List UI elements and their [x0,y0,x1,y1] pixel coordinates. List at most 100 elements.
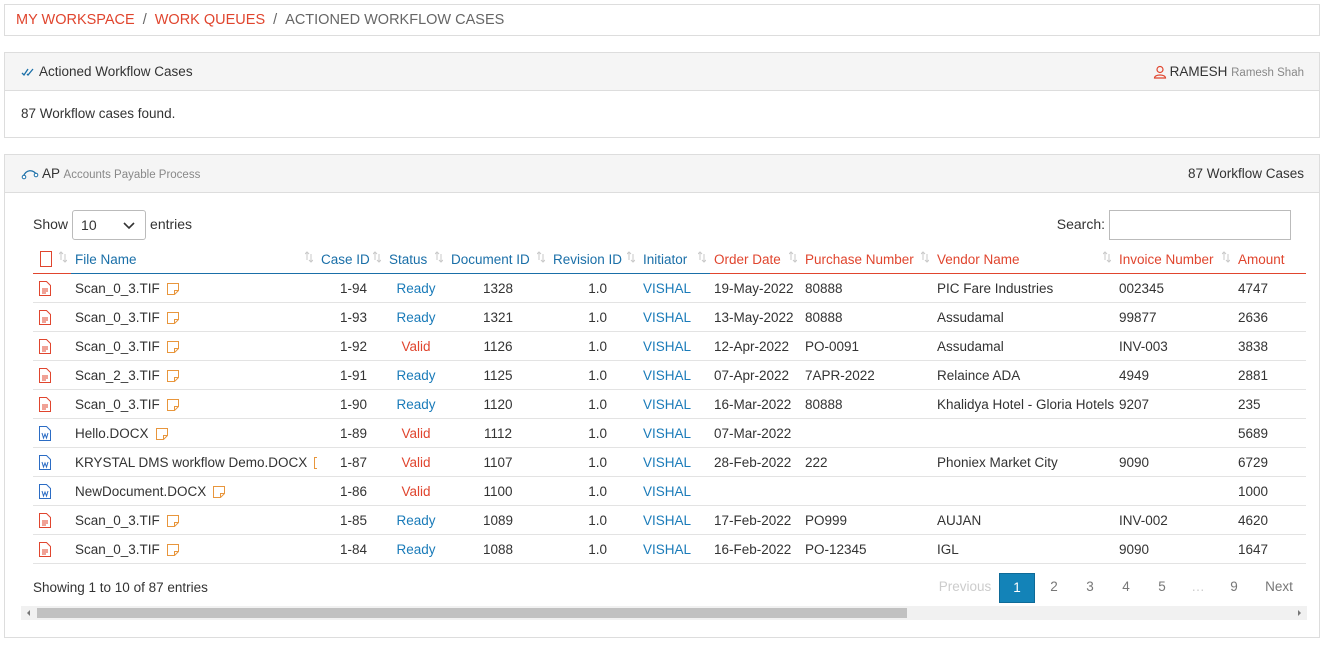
case-row[interactable]: Scan_2_3.TIF 1-91 Ready 1125 1.0 VISHAL 07-Apr… [33,360,1306,390]
header-row: File Name Case ID Status Document ID Revisio… [33,245,1306,274]
panel-title: Actioned Workflow Cases [39,64,193,79]
checkbox-box [40,251,52,268]
note-icon[interactable] [166,398,179,411]
column-header[interactable]: Invoice Number [1115,245,1234,274]
file-icon-cell [33,534,71,564]
file-name[interactable]: Hello.DOCX [75,425,149,441]
cell-text: 002345 [1119,280,1165,296]
cell: INV-003 [1115,331,1234,361]
note-icon[interactable] [166,369,179,382]
case-row[interactable]: Scan_0_3.TIF 1-84 Ready 1088 1.0 VISHAL 16-Feb… [33,534,1306,564]
column-header[interactable]: Amount [1234,245,1306,274]
page-button[interactable]: Next [1265,579,1293,594]
file-name[interactable]: Scan_0_3.TIF [75,280,160,296]
cell-text: 16-Mar-2022 [714,396,792,412]
column-header[interactable]: File Name [71,245,317,274]
cell: 1-84 [317,534,385,564]
note-shape [166,543,179,556]
case-row[interactable]: Scan_0_3.TIF 1-92 Valid 1126 1.0 VISHAL 12-Apr… [33,331,1306,361]
page-button[interactable]: 9 [1230,579,1238,594]
page-button[interactable]: 1 [999,573,1035,603]
cell: 16-Feb-2022 [710,534,801,564]
column-header[interactable]: Vendor Name [933,245,1115,274]
case-row[interactable]: NewDocument.DOCX 1-86 Valid 1100 1.0 VISHAL 10… [33,476,1306,506]
file-name[interactable]: Scan_0_3.TIF [75,396,160,412]
column-header[interactable]: Document ID [447,245,549,274]
file-name[interactable]: Scan_0_3.TIF [75,541,160,557]
file-outline [39,454,51,470]
scroll-left[interactable] [21,606,37,620]
note-icon[interactable] [166,311,179,324]
file-mark [41,490,49,498]
cell-text: Khalidya Hotel - Gloria Hotels [937,396,1115,412]
cell-text: 07-Mar-2022 [714,425,792,441]
search-input[interactable] [1109,210,1291,241]
cell-text: 1107 [483,454,513,470]
case-row[interactable]: KRYSTAL DMS workflow Demo.DOCX 1-87 Valid 1… [33,447,1306,477]
file-name[interactable]: KRYSTAL DMS workflow Demo.DOCX [75,454,308,470]
page-button[interactable]: 2 [1050,579,1058,594]
cell-text: 7APR-2022 [805,367,875,383]
case-row[interactable]: Scan_0_3.TIF 1-90 Ready 1120 1.0 VISHAL 16-Mar… [33,389,1306,419]
cell: Valid [385,418,447,448]
scroll-right[interactable] [1291,606,1307,620]
cell-text: 1088 [482,541,514,557]
note-icon[interactable] [155,427,168,440]
note-icon[interactable] [166,514,179,527]
word-icon [39,454,51,470]
column-header[interactable]: Status [385,245,447,274]
case-row[interactable]: Scan_0_3.TIF 1-85 Ready 1089 1.0 VISHAL 17-Feb… [33,505,1306,535]
cell-text: Ready [396,512,436,528]
note-icon[interactable] [166,282,179,295]
column-header[interactable]: Purchase Number [801,245,933,274]
page-button[interactable]: 5 [1158,579,1166,594]
column-label: Amount [1238,251,1285,267]
cell: 1.0 [549,302,639,332]
cell: 28-Feb-2022 [710,447,801,477]
select-all-checkbox[interactable] [40,251,52,268]
select-all-header[interactable] [33,245,71,274]
column-header[interactable]: Order Date [710,245,801,274]
breadcrumb-link[interactable]: WORK QUEUES [154,12,266,28]
column-header[interactable]: Initiator [639,245,710,274]
cell-text: 4747 [1238,280,1269,296]
breadcrumb-link[interactable]: MY WORKSPACE [16,12,135,28]
file-name[interactable]: Scan_0_3.TIF [75,512,160,528]
cell [801,476,933,506]
page-button[interactable]: 4 [1122,579,1130,594]
case-row[interactable]: Hello.DOCX 1-89 Valid 1112 1.0 VISHAL 07-Mar-2… [33,418,1306,448]
cell: Ready [385,389,447,419]
sort-icon [537,251,545,263]
case-row[interactable]: Scan_0_3.TIF 1-93 Ready 1321 1.0 VISHAL 13-May… [33,302,1306,332]
cell: 1107 [447,447,549,477]
cell: 222 [801,447,933,477]
cell: Valid [385,331,447,361]
file-name[interactable]: Scan_0_3.TIF [75,338,160,354]
file-name[interactable]: NewDocument.DOCX [75,483,207,499]
cell-text: 99877 [1119,309,1157,325]
cell: PIC Fare Industries [933,273,1115,303]
horizontal-scrollbar[interactable] [21,606,1307,620]
note-shape [155,427,168,440]
note-icon[interactable] [213,485,226,498]
note-icon[interactable] [314,456,317,469]
file-name[interactable]: Scan_2_3.TIF [75,367,160,383]
column-header[interactable]: Revision ID [549,245,639,274]
length-select[interactable]: 10 [72,210,147,241]
cell: 1-86 [317,476,385,506]
cell-text: 1120 [483,396,513,412]
sort-arrow [921,251,929,263]
page-button[interactable]: 3 [1086,579,1094,594]
cell: 1-91 [317,360,385,390]
cell: VISHAL [639,418,710,448]
column-header[interactable]: Case ID [317,245,385,274]
scroll-thumb[interactable] [37,608,907,618]
word-icon [39,483,51,499]
note-icon[interactable] [166,340,179,353]
file-name[interactable]: Scan_0_3.TIF [75,309,160,325]
case-row[interactable]: Scan_0_3.TIF 1-94 Ready 1328 1.0 VISHAL 19-May… [33,273,1306,303]
cell-text: 3838 [1238,338,1269,354]
cell-text: 19-May-2022 [714,280,794,296]
note-icon[interactable] [166,543,179,556]
cell: KRYSTAL DMS workflow Demo.DOCX [71,447,317,477]
